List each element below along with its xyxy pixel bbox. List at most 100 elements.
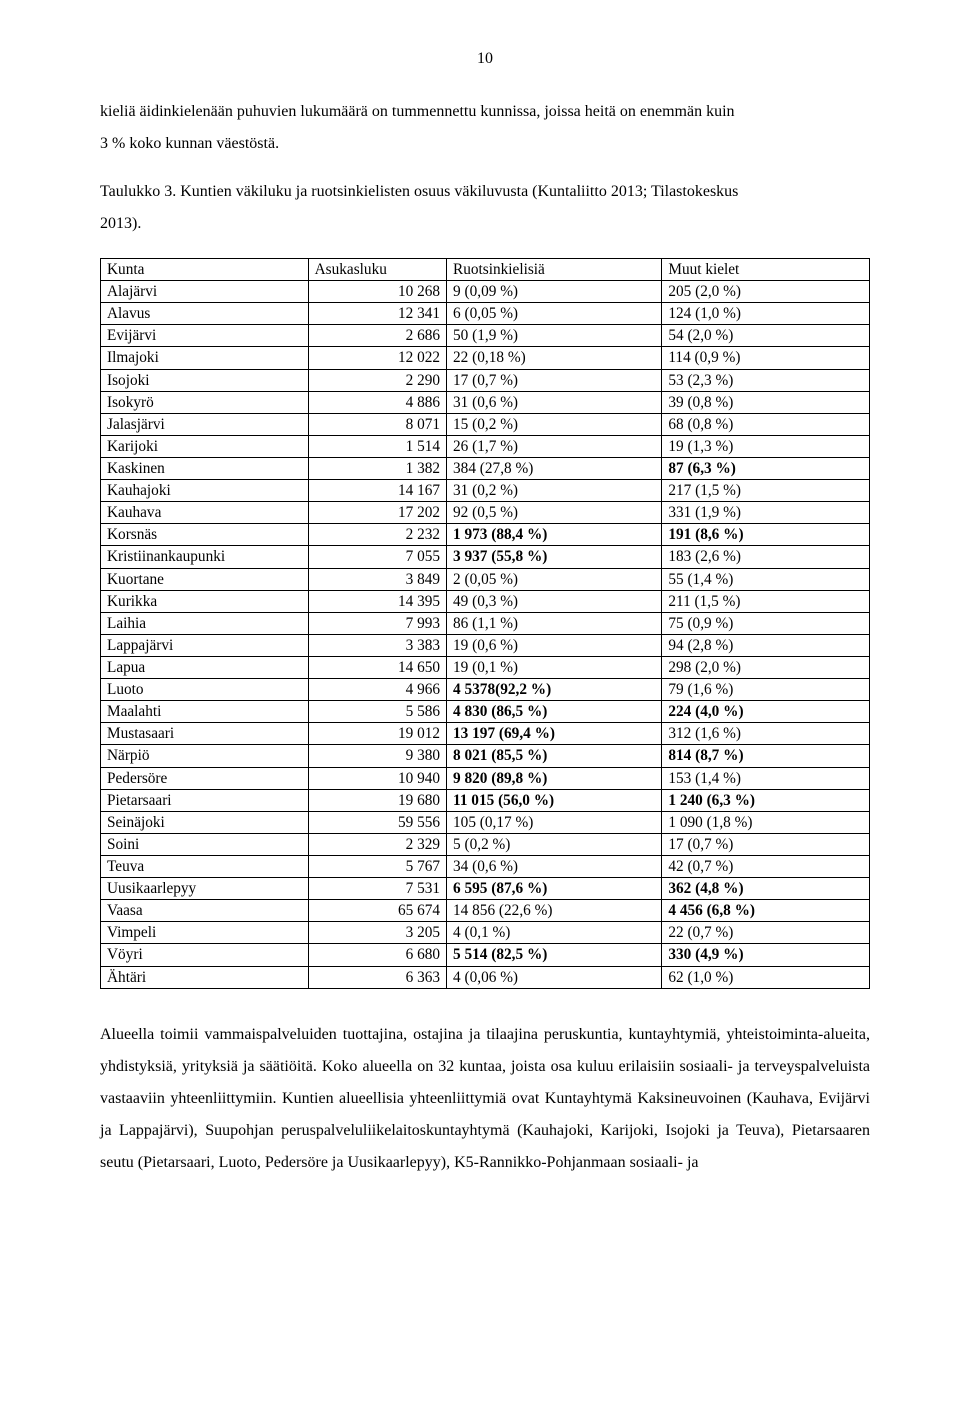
cell-asukasluku: 3 383 bbox=[308, 634, 446, 656]
table-row: Pietarsaari19 68011 015 (56,0 %)1 240 (6… bbox=[101, 789, 870, 811]
intro-2b: 2013). bbox=[100, 215, 141, 232]
table-row: Jalasjärvi8 07115 (0,2 %)68 (0,8 %) bbox=[101, 413, 870, 435]
cell-muut-kielet: 183 (2,6 %) bbox=[662, 546, 870, 568]
cell-kunta: Närpiö bbox=[101, 745, 309, 767]
table-row: Seinäjoki59 556105 (0,17 %)1 090 (1,8 %) bbox=[101, 811, 870, 833]
cell-asukasluku: 10 268 bbox=[308, 281, 446, 303]
cell-ruotsinkielisia: 15 (0,2 %) bbox=[447, 413, 662, 435]
table-row: Kristiinankaupunki7 0553 937 (55,8 %)183… bbox=[101, 546, 870, 568]
cell-kunta: Kaskinen bbox=[101, 457, 309, 479]
cell-asukasluku: 19 680 bbox=[308, 789, 446, 811]
cell-kunta: Jalasjärvi bbox=[101, 413, 309, 435]
cell-kunta: Maalahti bbox=[101, 701, 309, 723]
cell-ruotsinkielisia: 5 (0,2 %) bbox=[447, 833, 662, 855]
cell-ruotsinkielisia: 1 973 (88,4 %) bbox=[447, 524, 662, 546]
cell-muut-kielet: 4 456 (6,8 %) bbox=[662, 900, 870, 922]
outro-paragraph: Alueella toimii vammaispalveluiden tuott… bbox=[100, 1019, 870, 1179]
cell-kunta: Luoto bbox=[101, 679, 309, 701]
cell-ruotsinkielisia: 8 021 (85,5 %) bbox=[447, 745, 662, 767]
cell-asukasluku: 9 380 bbox=[308, 745, 446, 767]
cell-ruotsinkielisia: 3 937 (55,8 %) bbox=[447, 546, 662, 568]
cell-muut-kielet: 124 (1,0 %) bbox=[662, 303, 870, 325]
cell-asukasluku: 17 202 bbox=[308, 502, 446, 524]
table-row: Kuortane3 8492 (0,05 %)55 (1,4 %) bbox=[101, 568, 870, 590]
th-asukasluku: Asukasluku bbox=[308, 259, 446, 281]
cell-kunta: Karijoki bbox=[101, 435, 309, 457]
table-row: Vöyri6 6805 514 (82,5 %)330 (4,9 %) bbox=[101, 944, 870, 966]
cell-ruotsinkielisia: 49 (0,3 %) bbox=[447, 590, 662, 612]
cell-ruotsinkielisia: 4 (0,1 %) bbox=[447, 922, 662, 944]
page-number: 10 bbox=[100, 50, 870, 68]
table-row: Maalahti5 5864 830 (86,5 %)224 (4,0 %) bbox=[101, 701, 870, 723]
cell-muut-kielet: 211 (1,5 %) bbox=[662, 590, 870, 612]
cell-ruotsinkielisia: 34 (0,6 %) bbox=[447, 855, 662, 877]
cell-kunta: Vaasa bbox=[101, 900, 309, 922]
th-kunta: Kunta bbox=[101, 259, 309, 281]
cell-muut-kielet: 298 (2,0 %) bbox=[662, 656, 870, 678]
table-row: Kauhajoki14 16731 (0,2 %)217 (1,5 %) bbox=[101, 480, 870, 502]
cell-asukasluku: 14 395 bbox=[308, 590, 446, 612]
cell-kunta: Vöyri bbox=[101, 944, 309, 966]
cell-kunta: Isokyrö bbox=[101, 391, 309, 413]
cell-asukasluku: 12 022 bbox=[308, 347, 446, 369]
intro-paragraph-1: kieliä äidinkielenään puhuvien lukumäärä… bbox=[100, 96, 870, 160]
cell-kunta: Ilmajoki bbox=[101, 347, 309, 369]
cell-ruotsinkielisia: 11 015 (56,0 %) bbox=[447, 789, 662, 811]
cell-muut-kielet: 42 (0,7 %) bbox=[662, 855, 870, 877]
table-row: Lapua14 65019 (0,1 %)298 (2,0 %) bbox=[101, 656, 870, 678]
cell-ruotsinkielisia: 4 5378(92,2 %) bbox=[447, 679, 662, 701]
cell-kunta: Alajärvi bbox=[101, 281, 309, 303]
intro-1b: 3 % koko kunnan väestöstä. bbox=[100, 135, 279, 152]
table-row: Alajärvi10 2689 (0,09 %)205 (2,0 %) bbox=[101, 281, 870, 303]
cell-ruotsinkielisia: 9 (0,09 %) bbox=[447, 281, 662, 303]
table-row: Pedersöre10 9409 820 (89,8 %)153 (1,4 %) bbox=[101, 767, 870, 789]
table-row: Ilmajoki12 02222 (0,18 %)114 (0,9 %) bbox=[101, 347, 870, 369]
cell-muut-kielet: 55 (1,4 %) bbox=[662, 568, 870, 590]
cell-kunta: Vimpeli bbox=[101, 922, 309, 944]
cell-muut-kielet: 22 (0,7 %) bbox=[662, 922, 870, 944]
cell-ruotsinkielisia: 92 (0,5 %) bbox=[447, 502, 662, 524]
cell-asukasluku: 3 205 bbox=[308, 922, 446, 944]
cell-kunta: Teuva bbox=[101, 855, 309, 877]
cell-kunta: Mustasaari bbox=[101, 723, 309, 745]
cell-muut-kielet: 53 (2,3 %) bbox=[662, 369, 870, 391]
table-row: Korsnäs2 2321 973 (88,4 %)191 (8,6 %) bbox=[101, 524, 870, 546]
table-row: Ähtäri6 3634 (0,06 %)62 (1,0 %) bbox=[101, 966, 870, 988]
cell-kunta: Korsnäs bbox=[101, 524, 309, 546]
cell-muut-kielet: 79 (1,6 %) bbox=[662, 679, 870, 701]
cell-ruotsinkielisia: 105 (0,17 %) bbox=[447, 811, 662, 833]
cell-kunta: Pedersöre bbox=[101, 767, 309, 789]
cell-ruotsinkielisia: 19 (0,1 %) bbox=[447, 656, 662, 678]
cell-asukasluku: 7 055 bbox=[308, 546, 446, 568]
cell-kunta: Kristiinankaupunki bbox=[101, 546, 309, 568]
cell-asukasluku: 14 167 bbox=[308, 480, 446, 502]
th-muut-kielet: Muut kielet bbox=[662, 259, 870, 281]
cell-ruotsinkielisia: 9 820 (89,8 %) bbox=[447, 767, 662, 789]
table-row: Soini2 3295 (0,2 %)17 (0,7 %) bbox=[101, 833, 870, 855]
cell-asukasluku: 5 767 bbox=[308, 855, 446, 877]
cell-muut-kielet: 54 (2,0 %) bbox=[662, 325, 870, 347]
table-row: Vaasa65 67414 856 (22,6 %)4 456 (6,8 %) bbox=[101, 900, 870, 922]
cell-asukasluku: 1 382 bbox=[308, 457, 446, 479]
table-row: Isokyrö4 88631 (0,6 %)39 (0,8 %) bbox=[101, 391, 870, 413]
cell-asukasluku: 7 531 bbox=[308, 878, 446, 900]
cell-muut-kielet: 87 (6,3 %) bbox=[662, 457, 870, 479]
table-row: Uusikaarlepyy7 5316 595 (87,6 %)362 (4,8… bbox=[101, 878, 870, 900]
cell-kunta: Evijärvi bbox=[101, 325, 309, 347]
th-ruotsinkielisia: Ruotsinkielisiä bbox=[447, 259, 662, 281]
cell-asukasluku: 7 993 bbox=[308, 612, 446, 634]
cell-ruotsinkielisia: 86 (1,1 %) bbox=[447, 612, 662, 634]
cell-ruotsinkielisia: 22 (0,18 %) bbox=[447, 347, 662, 369]
cell-asukasluku: 4 966 bbox=[308, 679, 446, 701]
cell-muut-kielet: 312 (1,6 %) bbox=[662, 723, 870, 745]
cell-kunta: Soini bbox=[101, 833, 309, 855]
table-row: Kurikka14 39549 (0,3 %)211 (1,5 %) bbox=[101, 590, 870, 612]
cell-kunta: Kauhava bbox=[101, 502, 309, 524]
cell-kunta: Kurikka bbox=[101, 590, 309, 612]
cell-muut-kielet: 19 (1,3 %) bbox=[662, 435, 870, 457]
cell-muut-kielet: 94 (2,8 %) bbox=[662, 634, 870, 656]
intro-2a: Taulukko 3. Kuntien väkiluku ja ruotsink… bbox=[100, 183, 738, 200]
cell-ruotsinkielisia: 26 (1,7 %) bbox=[447, 435, 662, 457]
cell-asukasluku: 2 290 bbox=[308, 369, 446, 391]
table-row: Karijoki1 51426 (1,7 %)19 (1,3 %) bbox=[101, 435, 870, 457]
